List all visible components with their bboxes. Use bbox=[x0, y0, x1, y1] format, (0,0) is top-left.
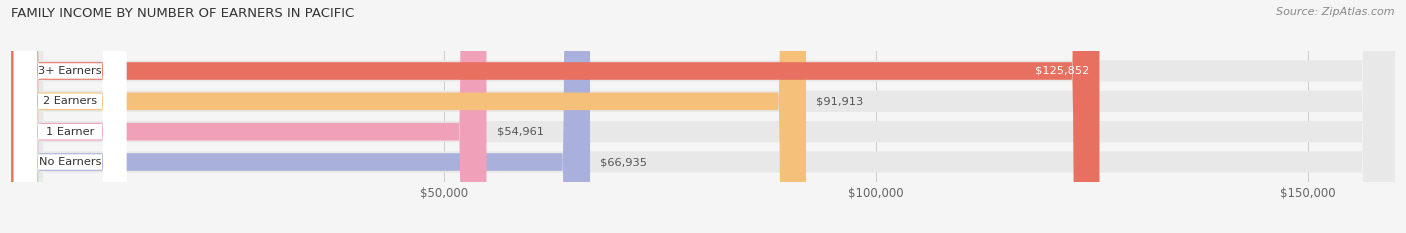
FancyBboxPatch shape bbox=[14, 0, 127, 233]
Text: 3+ Earners: 3+ Earners bbox=[38, 66, 101, 76]
Text: $125,852: $125,852 bbox=[1035, 66, 1090, 76]
Text: 1 Earner: 1 Earner bbox=[46, 127, 94, 137]
FancyBboxPatch shape bbox=[14, 0, 127, 233]
Text: $66,935: $66,935 bbox=[600, 157, 647, 167]
FancyBboxPatch shape bbox=[11, 0, 806, 233]
FancyBboxPatch shape bbox=[11, 0, 1395, 233]
Text: $54,961: $54,961 bbox=[496, 127, 544, 137]
Text: $91,913: $91,913 bbox=[817, 96, 863, 106]
FancyBboxPatch shape bbox=[11, 0, 1395, 233]
Text: FAMILY INCOME BY NUMBER OF EARNERS IN PACIFIC: FAMILY INCOME BY NUMBER OF EARNERS IN PA… bbox=[11, 7, 354, 20]
Text: 2 Earners: 2 Earners bbox=[44, 96, 97, 106]
Text: No Earners: No Earners bbox=[39, 157, 101, 167]
FancyBboxPatch shape bbox=[11, 0, 1395, 233]
FancyBboxPatch shape bbox=[14, 0, 127, 233]
FancyBboxPatch shape bbox=[11, 0, 486, 233]
Text: Source: ZipAtlas.com: Source: ZipAtlas.com bbox=[1277, 7, 1395, 17]
FancyBboxPatch shape bbox=[11, 0, 1395, 233]
FancyBboxPatch shape bbox=[11, 0, 591, 233]
FancyBboxPatch shape bbox=[14, 0, 127, 233]
FancyBboxPatch shape bbox=[11, 0, 1099, 233]
